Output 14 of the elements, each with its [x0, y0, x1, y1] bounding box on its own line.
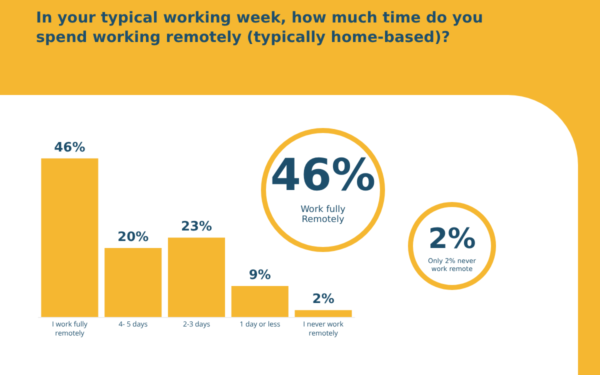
bar	[41, 158, 98, 317]
bar	[294, 310, 352, 317]
annotation: 46%	[269, 150, 377, 201]
bar	[231, 286, 288, 317]
bar	[168, 238, 226, 317]
text: 2%	[427, 222, 477, 255]
data-label: 20%	[118, 230, 149, 246]
data-label: 9%	[248, 268, 271, 283]
data-label: 2%	[312, 292, 334, 308]
data-label: 46%	[54, 140, 86, 156]
bar	[104, 248, 162, 317]
annotation: Work fully Remotely	[300, 205, 346, 225]
data-label: 23%	[180, 220, 212, 235]
chart-title: In your typical working week, how much time do you spend working remotely (typically home-based)?	[36, 8, 484, 46]
